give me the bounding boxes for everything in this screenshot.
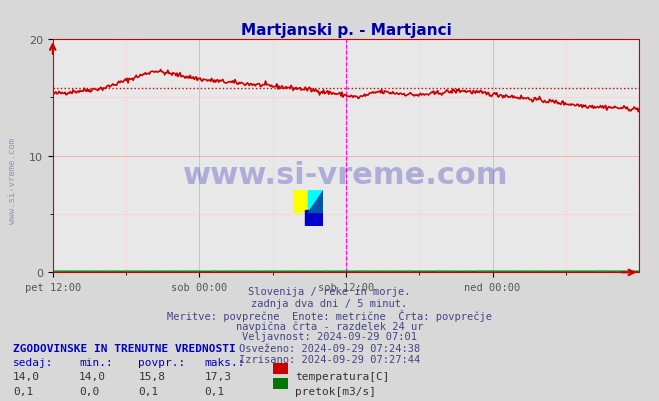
Text: www.si-vreme.com: www.si-vreme.com xyxy=(8,138,17,223)
Text: 0,1: 0,1 xyxy=(13,386,34,396)
Text: temperatura[C]: temperatura[C] xyxy=(295,371,389,381)
Bar xyxy=(305,210,323,227)
Text: www.si-vreme.com: www.si-vreme.com xyxy=(183,160,509,189)
Text: zadnja dva dni / 5 minut.: zadnja dva dni / 5 minut. xyxy=(251,298,408,308)
Text: Izrisano: 2024-09-29 07:27:44: Izrisano: 2024-09-29 07:27:44 xyxy=(239,354,420,364)
Text: Osveženo: 2024-09-29 07:24:38: Osveženo: 2024-09-29 07:24:38 xyxy=(239,343,420,353)
Text: 15,8: 15,8 xyxy=(138,371,165,381)
Text: 0,0: 0,0 xyxy=(79,386,100,396)
Bar xyxy=(308,190,323,212)
Text: povpr.:: povpr.: xyxy=(138,357,186,367)
Text: 17,3: 17,3 xyxy=(204,371,231,381)
Text: Meritve: povprečne  Enote: metrične  Črta: povprečje: Meritve: povprečne Enote: metrične Črta:… xyxy=(167,309,492,321)
Text: 14,0: 14,0 xyxy=(79,371,106,381)
Text: pretok[m3/s]: pretok[m3/s] xyxy=(295,386,376,396)
Polygon shape xyxy=(308,190,323,212)
Text: min.:: min.: xyxy=(79,357,113,367)
Text: Slovenija / reke in morje.: Slovenija / reke in morje. xyxy=(248,287,411,297)
Text: maks.:: maks.: xyxy=(204,357,244,367)
Text: 0,1: 0,1 xyxy=(204,386,225,396)
Text: ZGODOVINSKE IN TRENUTNE VREDNOSTI: ZGODOVINSKE IN TRENUTNE VREDNOSTI xyxy=(13,343,236,353)
Title: Martjanski p. - Martjanci: Martjanski p. - Martjanci xyxy=(241,22,451,38)
Bar xyxy=(293,190,308,212)
Text: 14,0: 14,0 xyxy=(13,371,40,381)
Text: 0,1: 0,1 xyxy=(138,386,159,396)
Text: sedaj:: sedaj: xyxy=(13,357,53,367)
Text: Veljavnost: 2024-09-29 07:01: Veljavnost: 2024-09-29 07:01 xyxy=(242,332,417,342)
Text: navpična črta - razdelek 24 ur: navpična črta - razdelek 24 ur xyxy=(236,320,423,331)
